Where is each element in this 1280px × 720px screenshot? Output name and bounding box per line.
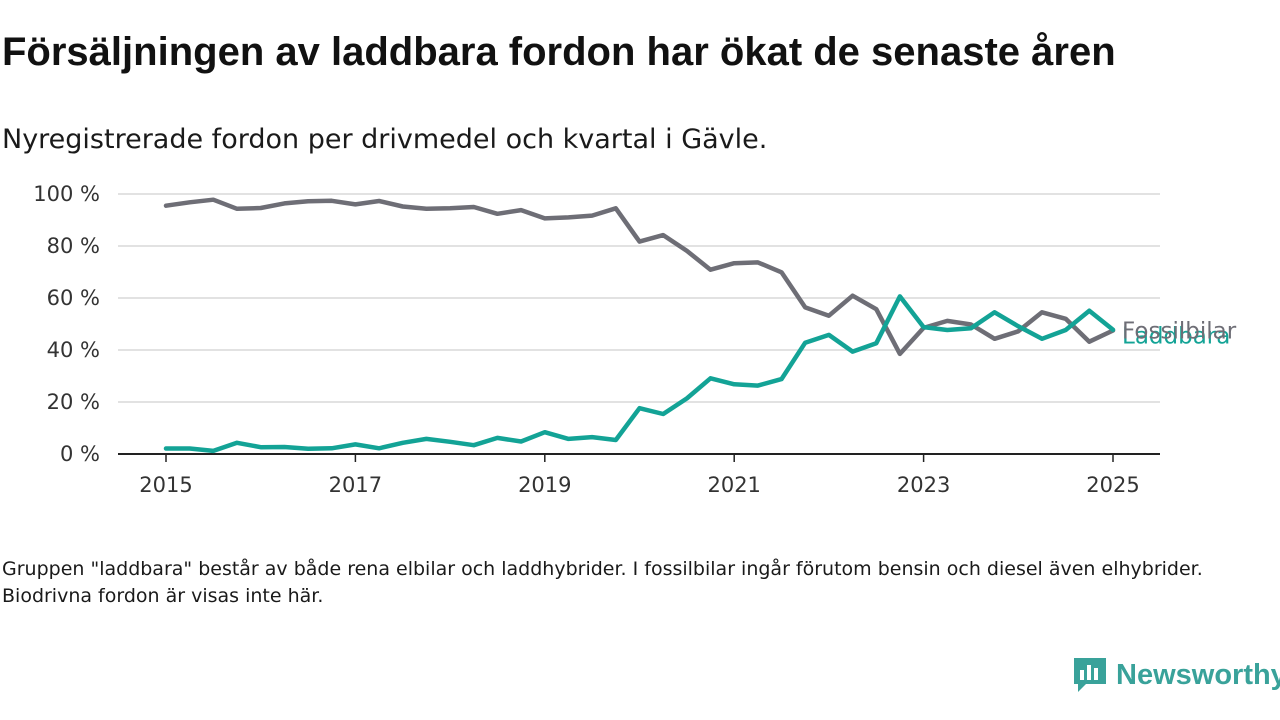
- series-line-laddbara: [163, 294, 1116, 454]
- x-tick-label: 2015: [139, 473, 192, 497]
- chart-subtitle: Nyregistrerade fordon per drivmedel och …: [2, 124, 768, 155]
- y-tick-label: 0 %: [60, 442, 100, 466]
- footnote: Gruppen "laddbara" består av både rena e…: [2, 558, 1203, 607]
- x-axis: 2015 2017 2019 2021 2023 2025: [118, 453, 1160, 497]
- series-line-fossilbilar: [163, 197, 1116, 357]
- brand-name: Newsworthy: [1116, 658, 1280, 691]
- y-tick-label: 20 %: [47, 390, 100, 414]
- x-tick-label: 2017: [329, 473, 382, 497]
- x-tick-label: 2025: [1086, 473, 1139, 497]
- series-lines: [163, 197, 1116, 454]
- y-tick-label: 100 %: [33, 182, 100, 206]
- gridlines: [118, 193, 1160, 403]
- y-tick-label: 60 %: [47, 286, 100, 310]
- x-tick-label: 2021: [707, 473, 760, 497]
- chart-title: Försäljningen av laddbara fordon har öka…: [2, 30, 1116, 74]
- y-tick-label: 80 %: [47, 234, 100, 258]
- x-tick-label: 2023: [897, 473, 950, 497]
- series-label-laddbara: Laddbara: [1122, 324, 1230, 350]
- series-label-fossilbilar: Fossilbilar: [1122, 319, 1237, 345]
- x-tick-label: 2019: [518, 473, 571, 497]
- y-tick-label: 40 %: [47, 338, 100, 362]
- y-axis: 0 % 20 % 40 % 60 % 80 % 100 %: [33, 182, 100, 466]
- newsworthy-brand: Newsworthy: [1072, 656, 1280, 694]
- newsworthy-logo-icon: [1074, 658, 1106, 692]
- line-chart: 0 % 20 % 40 % 60 % 80 % 100 % 2015 2017 2019 202…: [33, 182, 1237, 497]
